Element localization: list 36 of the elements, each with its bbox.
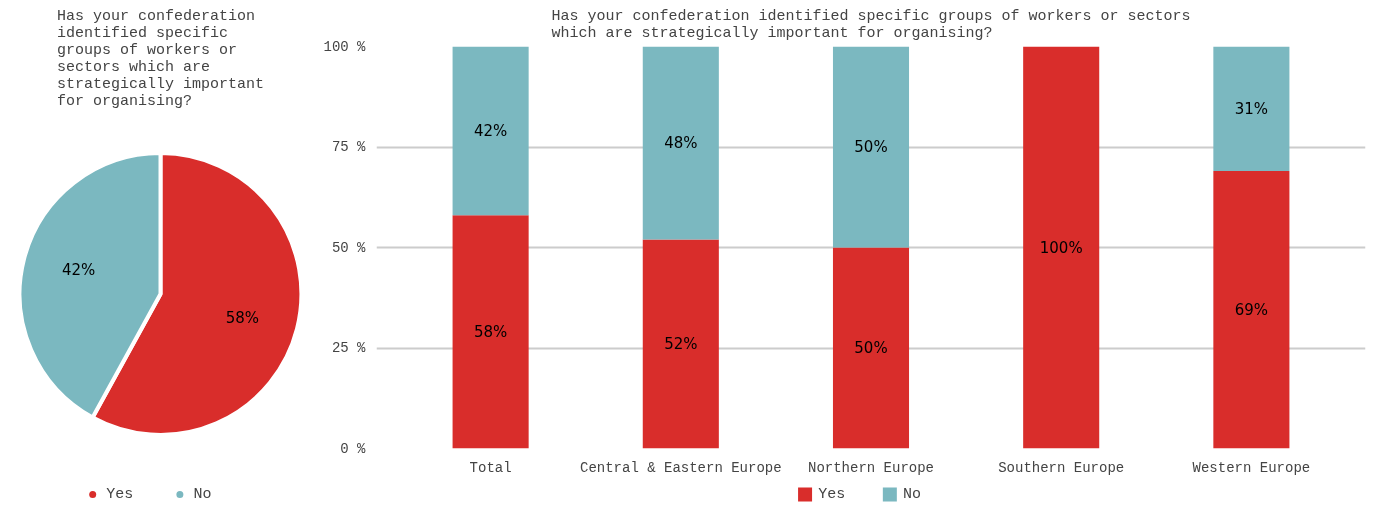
data-label: 42% [473,121,508,140]
y-tick-label: 50 % [331,239,367,256]
chart-title: Has your confederation identified specific groups of workers or sectors which are strategically important for organising? [56,7,265,110]
data-label: 50% [854,138,888,156]
data-label: 58% [225,309,260,328]
data-label: 52% [664,334,698,353]
bar [452,46,529,216]
y-tick-label: 75 % [331,139,367,155]
legend-label: Yes [818,486,846,503]
legend-label: No [193,486,212,503]
y-tick-label: 100 % [323,38,367,55]
x-tick-label: Western Europe [1192,459,1311,476]
bar [642,239,719,449]
x-tick-label: Northern Europe [807,459,935,476]
bar [1213,46,1290,172]
bar [1213,171,1290,449]
x-tick-label: Central & Eastern Europe [579,459,782,476]
data-label: 69% [1234,300,1269,319]
x-tick-label: Southern Europe [998,459,1125,476]
bar [832,46,910,248]
legend-label: Yes [106,486,134,503]
chart-title: Has your confederation identified specific groups of workers or sectors which are strategically important for organising? [551,7,1191,42]
data-label: 100% [1039,238,1083,257]
data-label: 50% [854,339,888,357]
bar [832,247,910,449]
legend-label: No [903,486,922,503]
data-label: 58% [473,322,508,341]
y-tick-label: 25 % [331,340,367,356]
bar [452,215,529,449]
x-tick-label: Total [469,459,512,476]
bar [1023,46,1100,449]
data-label: 31% [1234,99,1269,118]
data-label: 42% [61,260,96,279]
bar [642,46,719,240]
data-label: 48% [664,133,698,152]
y-tick-label: 0 % [340,440,367,457]
